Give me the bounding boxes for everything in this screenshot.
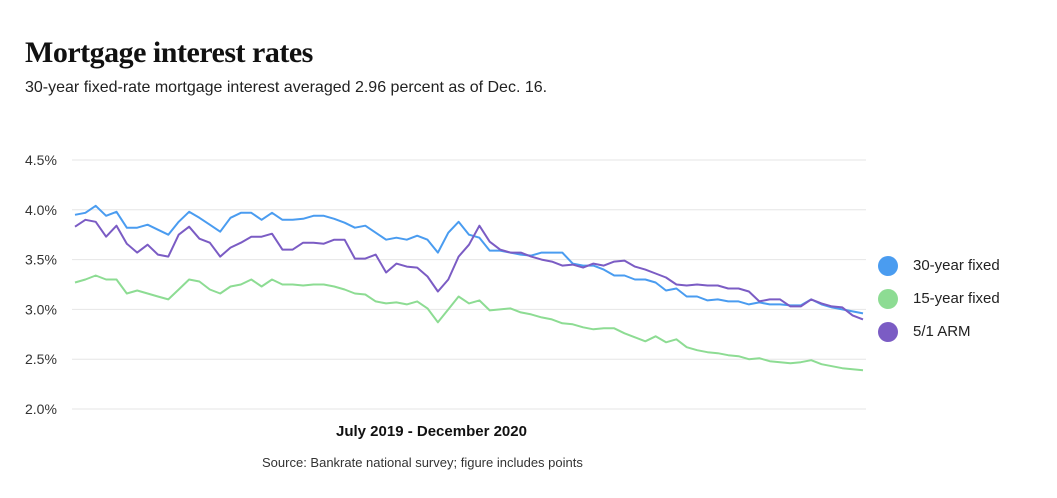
grid-lines [72,159,866,410]
legend-swatch-30-year-fixed [878,255,898,276]
chart-subtitle: 30-year fixed-rate mortgage interest ave… [25,79,548,96]
legend-label-15-year-fixed: 15-year fixed [913,290,1000,307]
series-line-15-year-fixed [74,274,864,372]
legend-item-30-year-fixed: 30-year fixed [878,249,1000,282]
legend-swatch-5-1-arm [878,321,898,342]
y-tick-label: 2.5% [25,351,57,367]
series-line-30-year-fixed [74,204,864,315]
legend-item-15-year-fixed: 15-year fixed [878,282,1000,315]
legend-label-30-year-fixed: 30-year fixed [913,257,1000,274]
legend: 30-year fixed 15-year fixed 5/1 ARM [878,249,1000,348]
y-tick-label: 4.5% [25,152,57,168]
y-tick-label: 2.0% [25,401,57,417]
legend-item-5-1-arm: 5/1 ARM [878,315,1000,348]
y-tick-label: 3.0% [25,301,57,317]
series-line-5-1-arm [74,218,864,321]
y-axis-ticks: 4.5% 4.0% 3.5% 3.0% 2.5% 2.0% [25,152,57,417]
x-axis-label: July 2019 - December 2020 [336,423,527,440]
y-tick-label: 3.5% [25,252,57,268]
chart-title: Mortgage interest rates [25,36,313,69]
legend-swatch-15-year-fixed [878,288,898,309]
legend-label-5-1-arm: 5/1 ARM [913,323,971,340]
y-tick-label: 4.0% [25,202,57,218]
source-note: Source: Bankrate national survey; figure… [262,455,583,470]
series-lines [74,204,864,372]
